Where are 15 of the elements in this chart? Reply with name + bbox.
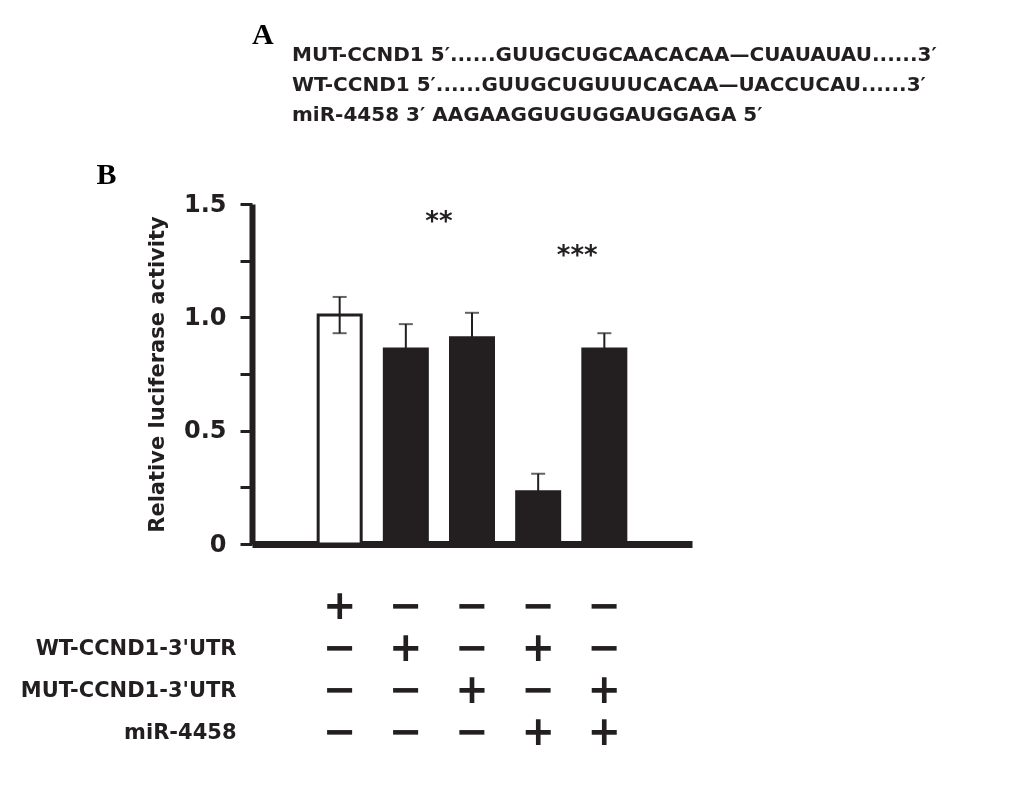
text: WT-CCND1 5′......GUUGCUGUUUCACAA—UACCUCAU......3′ <box>292 72 926 96</box>
y-tick-label: 1.5 <box>183 189 227 218</box>
text: MUT-CCND1 5′......GUUGCUGCAACACAA—CUAUAUAU......3′ <box>292 42 937 66</box>
y-tick-label: WT-CCND1-3'UTR <box>35 636 237 660</box>
text: miR-4458 3′ AAGAAGGUGUGGAUGGAGA 5′ <box>292 102 763 126</box>
text: A <box>252 17 274 50</box>
y-tick-label: miR-4458 <box>124 720 237 744</box>
annotation: ** <box>425 206 453 237</box>
y-tick-label: MUT-CCND1-3'UTR <box>20 678 237 702</box>
y-axis-title: Relative luciferase activity <box>144 215 169 533</box>
y-tick-label: 1.0 <box>183 302 227 331</box>
y-tick-label: 0.5 <box>183 416 227 445</box>
y-tick-label: 0 <box>209 529 227 558</box>
chart-title: B <box>96 157 117 190</box>
annotation: *** <box>556 240 599 271</box>
